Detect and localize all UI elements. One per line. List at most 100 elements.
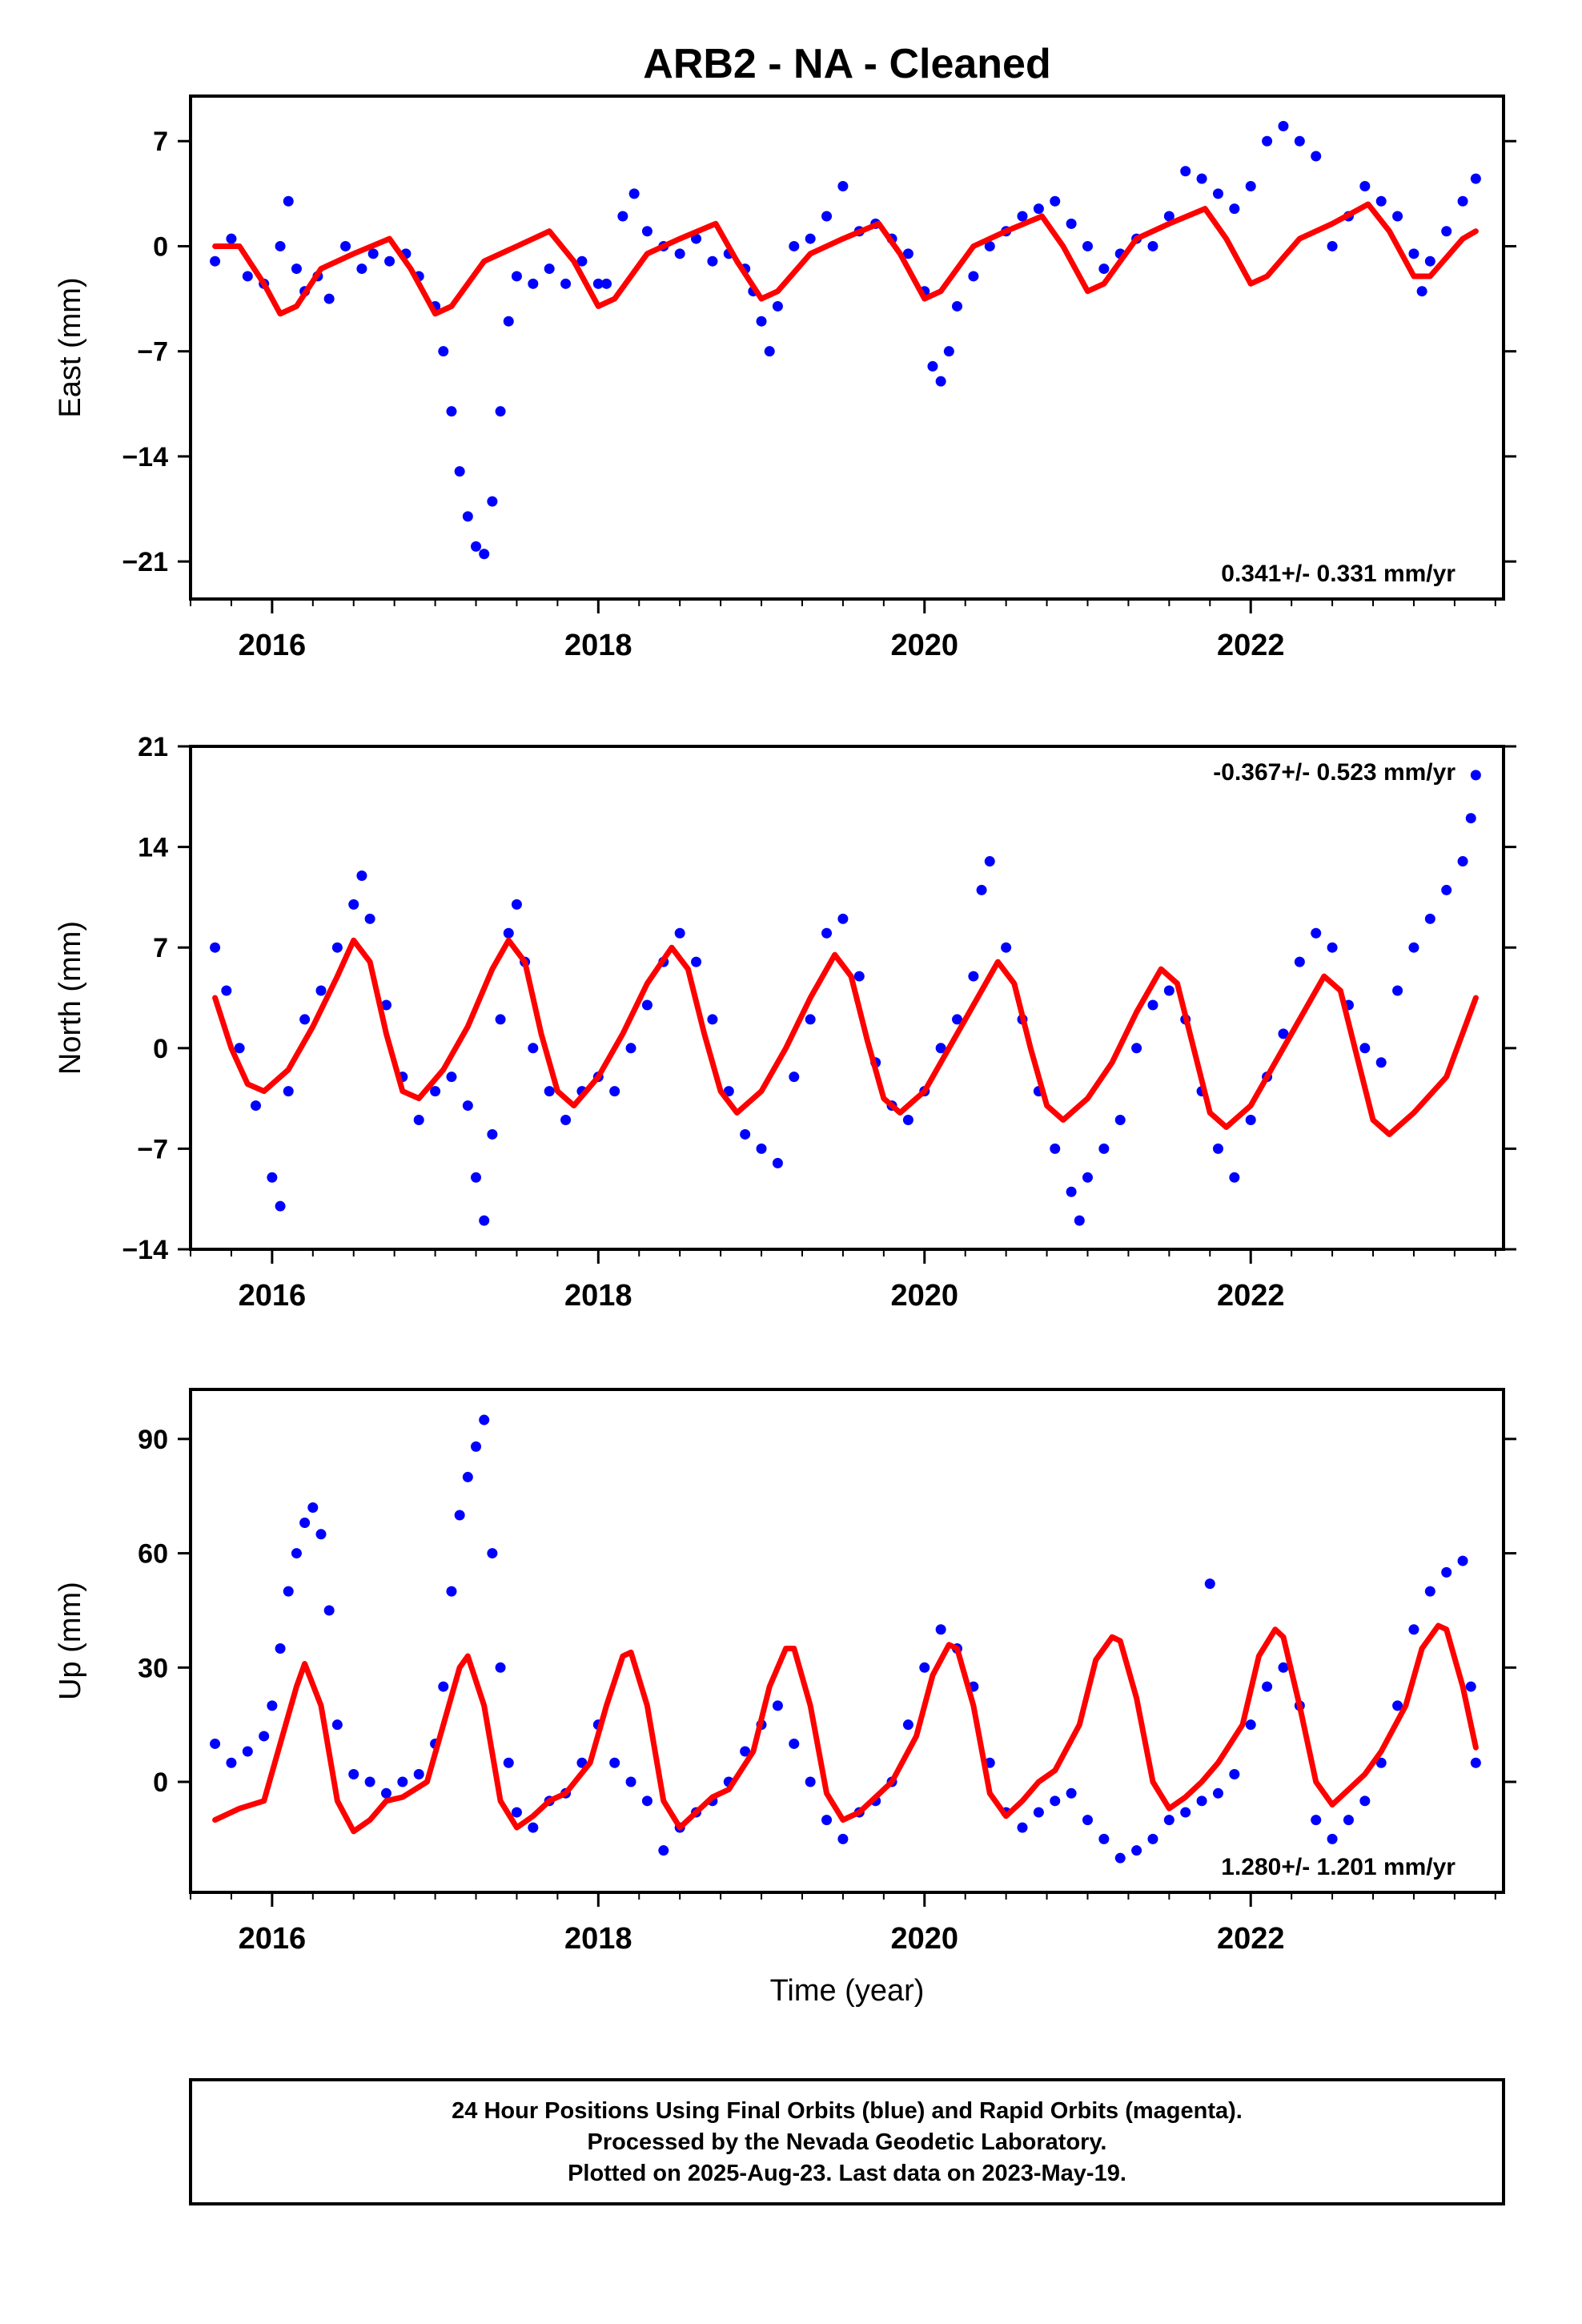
east-data-point — [601, 278, 612, 289]
up-data-point — [1050, 1795, 1061, 1807]
east-y-tick-label: 0 — [153, 231, 168, 262]
east-data-point — [340, 240, 351, 251]
up-data-point — [446, 1586, 457, 1597]
east-data-point — [1416, 286, 1427, 297]
north-data-point — [495, 1014, 506, 1025]
up-data-point — [1375, 1757, 1387, 1768]
north-data-point — [1098, 1143, 1110, 1154]
east-data-layer — [210, 120, 1481, 560]
north-data-point — [331, 942, 343, 953]
east-data-point — [902, 248, 913, 259]
up-data-point — [479, 1414, 490, 1425]
north-data-point — [1245, 1115, 1256, 1126]
north-data-point — [462, 1100, 473, 1112]
east-plot-frame — [189, 94, 1505, 601]
up-data-point — [380, 1787, 391, 1799]
up-x-tick-label: 2018 — [564, 1922, 632, 1956]
up-data-point — [226, 1757, 237, 1768]
east-data-point — [984, 240, 995, 251]
north-data-point — [789, 1072, 800, 1083]
north-data-point — [1066, 1186, 1077, 1197]
up-data-point — [397, 1776, 408, 1787]
east-data-point — [691, 233, 702, 244]
north-data-point — [1375, 1057, 1387, 1068]
up-y-tick-label: 30 — [138, 1653, 168, 1683]
east-data-point — [1017, 211, 1028, 222]
north-data-point — [641, 999, 652, 1011]
up-data-point — [789, 1738, 800, 1749]
north-data-point — [275, 1200, 286, 1212]
footer-line-1: 24 Hour Positions Using Final Orbits (bl… — [452, 2098, 1243, 2124]
north-data-point — [1131, 1043, 1142, 1054]
north-data-point — [299, 1014, 311, 1025]
east-data-point — [446, 406, 457, 417]
east-x-tick-label: 2022 — [1217, 629, 1285, 662]
up-data-point — [495, 1662, 506, 1673]
north-data-point — [902, 1115, 913, 1126]
up-data-point — [1180, 1807, 1191, 1818]
east-data-point — [1050, 195, 1061, 207]
east-data-point — [1311, 151, 1322, 162]
up-data-point — [210, 1738, 221, 1749]
north-data-point — [479, 1215, 490, 1226]
north-model-fit-line — [212, 937, 1479, 1137]
up-model-fit-line — [212, 1622, 1479, 1835]
north-data-point — [1470, 770, 1481, 781]
east-data-point — [1470, 173, 1481, 184]
up-data-point — [242, 1746, 253, 1757]
east-data-point — [592, 278, 604, 289]
north-data-point — [471, 1172, 482, 1183]
north-data-point — [267, 1172, 278, 1183]
footer-line-3: Plotted on 2025-Aug-23. Last data on 202… — [568, 2161, 1126, 2186]
up-data-point — [1424, 1586, 1435, 1597]
east-data-point — [528, 278, 539, 289]
north-data-point — [1465, 813, 1476, 824]
east-data-point — [805, 233, 816, 244]
north-data-point — [609, 1086, 620, 1097]
north-data-point — [1212, 1143, 1223, 1154]
east-data-point — [1375, 195, 1387, 207]
up-data-point — [1262, 1681, 1273, 1692]
up-data-point — [1147, 1833, 1158, 1844]
up-data-point — [772, 1700, 783, 1711]
east-data-point — [242, 271, 253, 282]
panel-east: 2016 2018 2020 2022 7 0 −7 −14 −21 East (mm) 0.341… — [54, 94, 1516, 662]
up-data-point — [487, 1548, 498, 1559]
north-data-point — [364, 913, 375, 924]
east-data-point — [495, 406, 506, 417]
north-data-point — [805, 1014, 816, 1025]
east-data-point — [462, 511, 473, 522]
up-data-point — [1204, 1578, 1215, 1590]
north-y-tick-label: 7 — [153, 933, 168, 963]
up-data-point — [1033, 1807, 1044, 1818]
up-data-point — [413, 1769, 424, 1780]
up-data-point — [1278, 1662, 1289, 1673]
north-data-point — [234, 1043, 245, 1054]
east-data-point — [641, 226, 652, 237]
up-data-point — [1311, 1815, 1322, 1826]
east-y-tick-label: −14 — [122, 442, 168, 472]
up-data-point — [267, 1700, 278, 1711]
east-data-point — [1082, 240, 1093, 251]
north-data-point — [315, 985, 327, 996]
east-data-point — [772, 300, 783, 312]
up-data-point — [1082, 1815, 1093, 1826]
north-data-point — [837, 913, 849, 924]
north-data-point — [821, 927, 833, 939]
east-data-point — [1359, 180, 1371, 191]
east-data-point — [367, 248, 379, 259]
east-data-point — [1408, 248, 1419, 259]
up-data-point — [315, 1529, 327, 1540]
east-data-point — [935, 376, 946, 387]
up-data-point — [1163, 1815, 1174, 1826]
up-data-point — [1017, 1822, 1028, 1833]
up-data-point — [919, 1662, 930, 1673]
east-velocity-label: 0.341+/- 0.331 mm/yr — [1221, 561, 1456, 587]
north-data-point — [413, 1115, 424, 1126]
up-y-tick-label: 60 — [138, 1539, 168, 1570]
east-data-point — [1229, 203, 1240, 215]
east-data-point — [1424, 255, 1435, 267]
up-data-point — [1245, 1719, 1256, 1731]
east-data-point — [837, 180, 849, 191]
up-data-point — [299, 1518, 311, 1529]
